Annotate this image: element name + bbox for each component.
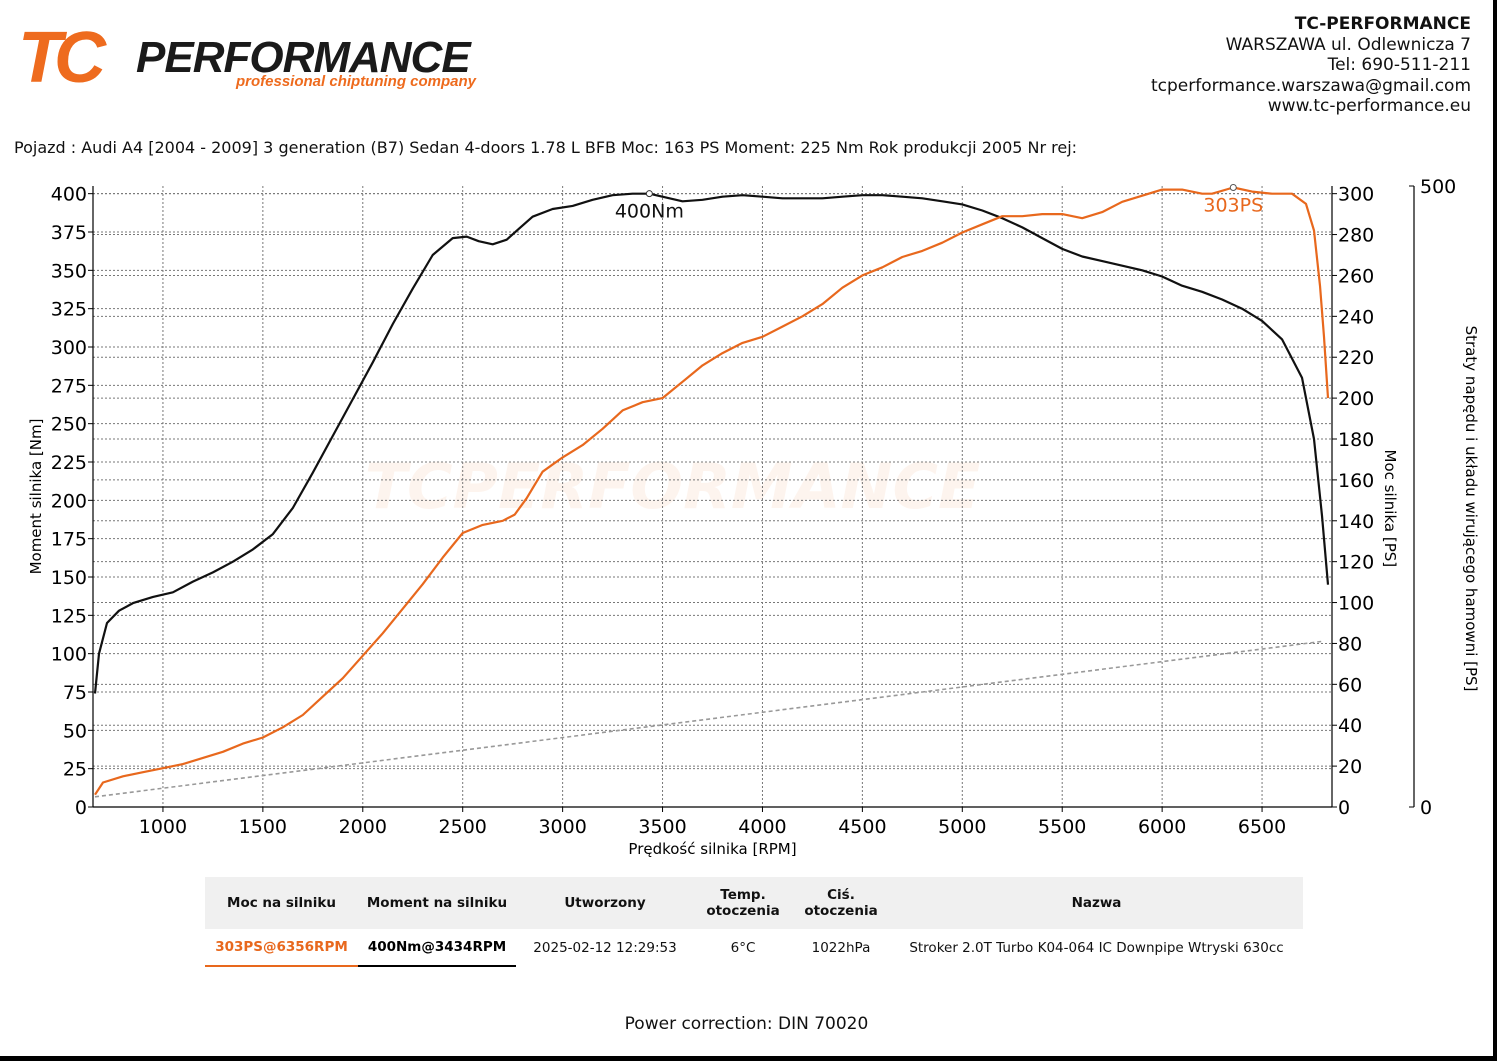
x-tick-label: 5000 [938, 816, 986, 838]
y-tick-label-left: 100 [51, 644, 87, 666]
max-torque-cell: 400Nm@3434RPM [358, 929, 516, 967]
y-tick-label-left: 175 [51, 529, 87, 551]
x-tick-label: 2000 [339, 816, 387, 838]
y-tick-label-right: 220 [1338, 347, 1374, 369]
peak-power-marker [1229, 184, 1237, 192]
company-phone: Tel: 690-511-211 [1327, 55, 1471, 75]
company-website: www.tc-performance.eu [1267, 96, 1471, 116]
y-tick-label-right: 160 [1338, 470, 1374, 492]
y-tick-label-right: 260 [1338, 265, 1374, 287]
table-row: 303PS@6356RPM 400Nm@3434RPM 2025-02-12 1… [205, 929, 1303, 967]
col-torque: Moment na silniku [358, 877, 516, 929]
x-tick-label: 1500 [239, 816, 287, 838]
x-axis-title: Prędkość silnika [RPM] [628, 840, 796, 858]
company-logo: TC PERFORMANCE professional chiptuning c… [18, 24, 477, 94]
y-tick-label-right: 80 [1338, 633, 1362, 655]
y-tick-label-left: 150 [51, 567, 87, 589]
svg-text:TC: TC [18, 24, 107, 94]
torque-line [93, 192, 1330, 694]
y-tick-label-left: 325 [51, 299, 87, 321]
y-tick-label-left: 75 [63, 682, 87, 704]
y-tick-label-right: 300 [1338, 184, 1374, 206]
x-tick-label: 1000 [139, 816, 187, 838]
company-info: TC-PERFORMANCE WARSZAWA ul. Odlewnicza 7… [1151, 14, 1471, 117]
x-tick-label: 6000 [1138, 816, 1186, 838]
losses-line [94, 640, 1323, 798]
y-tick-label-left: 400 [51, 184, 87, 206]
peak-torque-label: 400Nm [615, 201, 684, 223]
y-tick-label-left: 50 [63, 720, 87, 742]
y-tick-label-left: 200 [51, 490, 87, 512]
y-tick-label-right: 280 [1338, 225, 1374, 247]
col-temp: Temp. otoczenia [694, 877, 792, 929]
y-tick-label-left: 250 [51, 414, 87, 436]
power-correction: Power correction: DIN 70020 [624, 1014, 869, 1034]
results-table: Moc na silniku Moment na silniku Utworzo… [205, 877, 1303, 967]
x-tick-label: 4500 [838, 816, 886, 838]
company-email: tcperformance.warszawa@gmail.com [1150, 75, 1471, 96]
y-tick-label-right: 0 [1338, 797, 1350, 819]
pressure-cell: 1022hPa [811, 939, 871, 956]
y-axis-title-right2: Straty napędu i układu wirującego hamown… [1462, 326, 1480, 692]
y-tick-label-right: 200 [1338, 388, 1374, 410]
y-axis-title-right: Moc silnika [PS] [1381, 450, 1399, 568]
y-tick-label-right: 180 [1338, 429, 1374, 451]
y-tick-label-left: 225 [51, 452, 87, 474]
x-tick-label: 2500 [439, 816, 487, 838]
y-tick-label-right2: 500 [1420, 176, 1456, 198]
x-tick-label: 3000 [538, 816, 586, 838]
col-name: Nazwa [890, 877, 1303, 929]
svg-text:PERFORMANCE: PERFORMANCE [136, 33, 472, 82]
x-tick-label: 4000 [738, 816, 786, 838]
company-name: TC-PERFORMANCE [1294, 14, 1471, 34]
y-tick-label-right: 140 [1338, 511, 1374, 533]
y-tick-label-left: 300 [51, 337, 87, 359]
y-tick-label-right: 40 [1338, 715, 1362, 737]
y-tick-label-left: 0 [75, 797, 87, 819]
y-tick-label-right: 240 [1338, 306, 1374, 328]
col-pressure: Ciś. otoczenia [792, 877, 890, 929]
y-tick-label-left: 350 [51, 260, 87, 282]
created-cell: 2025-02-12 12:29:53 [533, 939, 677, 956]
x-tick-label: 5500 [1038, 816, 1086, 838]
col-power: Moc na silniku [205, 877, 358, 929]
peak-power-label: 303PS [1203, 195, 1263, 217]
col-created: Utworzony [516, 877, 694, 929]
y-tick-label-left: 125 [51, 605, 87, 627]
watermark-logo: TCPERFORMANCE [365, 450, 981, 523]
vehicle-info: Pojazd : Audi A4 [2004 - 2009] 3 generat… [14, 138, 1078, 157]
y-axis-title-left: Moment silnika [Nm] [27, 419, 45, 575]
y-tick-label-right2: 0 [1420, 797, 1432, 819]
company-address: WARSZAWA ul. Odlewnicza 7 [1225, 34, 1471, 55]
y-tick-label-right: 20 [1338, 756, 1362, 778]
y-tick-label-right: 100 [1338, 593, 1374, 615]
y-tick-label-left: 275 [51, 375, 87, 397]
tune-name-cell: Stroker 2.0T Turbo K04-064 IC Downpipe W… [909, 939, 1284, 956]
y-tick-label-left: 25 [63, 759, 87, 781]
peak-torque-marker [645, 190, 653, 198]
y-tick-label-left: 375 [51, 222, 87, 244]
x-tick-label: 3500 [638, 816, 686, 838]
power-line [94, 186, 1330, 796]
logo-tagline: professional chiptuning company [235, 73, 477, 90]
temp-cell: 6°C [730, 939, 756, 956]
y-tick-label-right: 60 [1338, 674, 1362, 696]
x-tick-label: 6500 [1238, 816, 1286, 838]
max-power-cell: 303PS@6356RPM [205, 929, 358, 967]
y-tick-label-right: 120 [1338, 552, 1374, 574]
